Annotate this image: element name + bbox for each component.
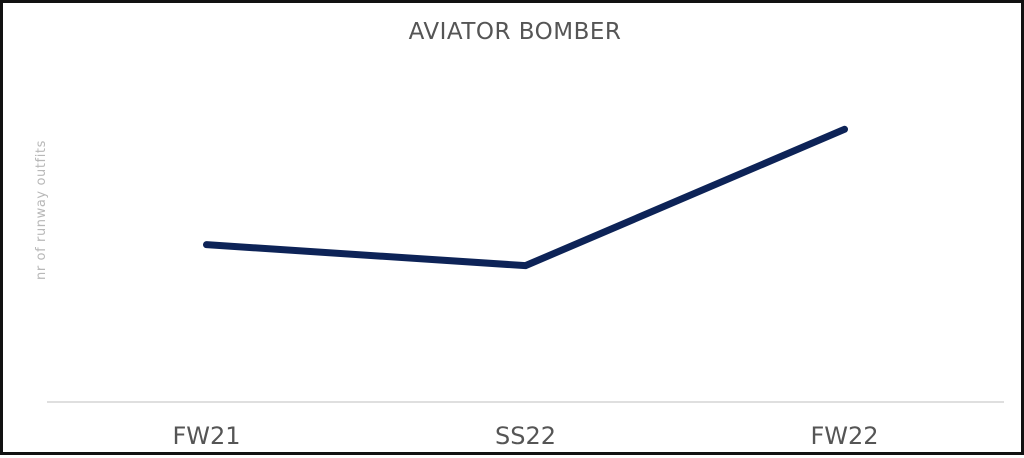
x-tick-labels: FW21 SS22 FW22 <box>172 422 878 450</box>
chart-title: AVIATOR BOMBER <box>409 19 622 45</box>
x-tick-label-ss22: SS22 <box>495 422 556 450</box>
x-tick-label-fw22: FW22 <box>810 422 878 450</box>
series-layer <box>203 125 848 270</box>
series-line <box>203 125 848 270</box>
line-chart: AVIATOR BOMBER nr of runway outfits FW21… <box>34 19 1004 450</box>
x-tick-label-fw21: FW21 <box>172 422 240 450</box>
y-axis-label: nr of runway outfits <box>34 140 49 280</box>
